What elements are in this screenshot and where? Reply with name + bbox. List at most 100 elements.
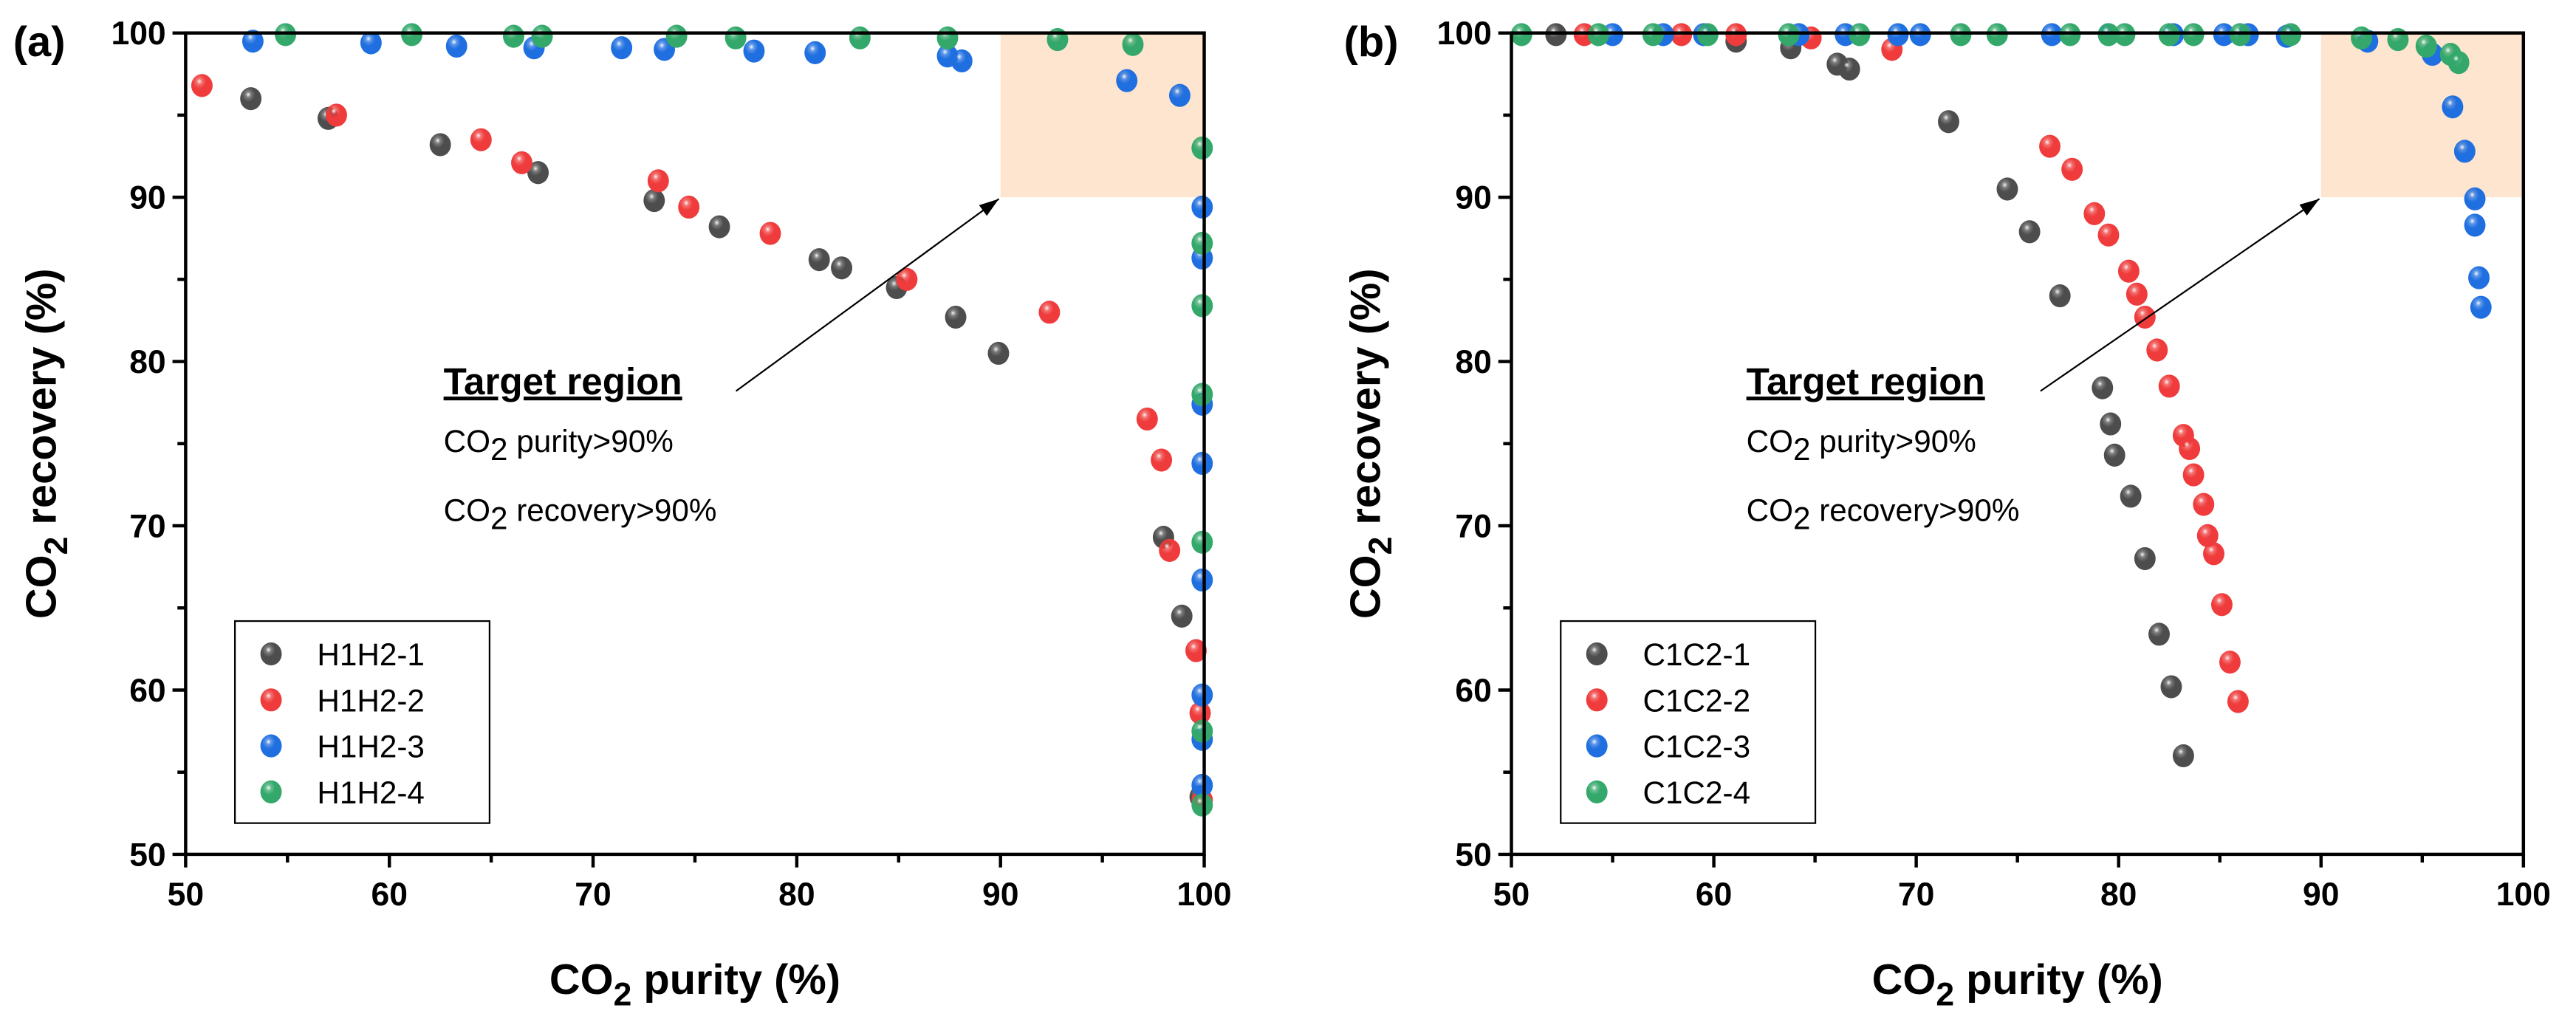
panel-label: (a): [13, 18, 66, 66]
annotation-line-1: CO2 purity>90%: [1747, 424, 1976, 467]
data-point: [2442, 95, 2464, 119]
data-point: [808, 248, 830, 272]
legend: C1C2-1 C1C2-2 C1C2-3 C1C2-4: [1560, 620, 1817, 824]
data-point: [2219, 651, 2241, 674]
data-point: [1191, 793, 1213, 817]
data-point: [831, 256, 853, 280]
data-point: [2193, 493, 2215, 516]
data-point: [2172, 744, 2194, 768]
x-tick-label: 90: [2303, 877, 2339, 913]
text: recovery>90%: [507, 493, 716, 527]
data-point: [2125, 282, 2148, 306]
data-point: [2120, 484, 2142, 508]
legend-label: C1C2-2: [1642, 683, 1750, 718]
data-point: [2049, 284, 2071, 308]
legend-label: C1C2-1: [1642, 637, 1750, 672]
x-tick-label: 80: [2100, 877, 2137, 913]
subscript: 2: [490, 432, 508, 467]
data-point: [1996, 177, 2018, 201]
data-point: [2092, 376, 2114, 399]
x-axis-title-text: CO: [1872, 956, 1936, 1004]
legend-label: C1C2-3: [1642, 730, 1750, 764]
x-tick-label: 50: [1493, 877, 1530, 913]
data-point: [678, 195, 700, 219]
annotation-line-2: CO2 recovery>90%: [444, 493, 717, 535]
data-point: [2211, 593, 2233, 617]
y-tick-label: 70: [129, 509, 165, 545]
text: purity>90%: [1811, 424, 1976, 459]
data-point: [804, 41, 826, 64]
annotation-arrow: [735, 198, 1000, 392]
data-point: [2018, 220, 2041, 244]
annotation-title: Target region: [444, 360, 682, 402]
arrow-head-icon: [2299, 199, 2320, 216]
data-point: [2468, 266, 2490, 289]
data-point: [1191, 683, 1213, 707]
data-point: [759, 222, 781, 245]
x-axis-title-text: purity (%): [1954, 956, 2163, 1004]
data-point: [2447, 51, 2470, 75]
text: recovery>90%: [1811, 493, 2020, 527]
y-tick-label: 60: [1455, 673, 1491, 709]
data-point: [1938, 110, 1959, 134]
data-point: [191, 74, 213, 97]
legend: H1H2-1 H1H2-2 H1H2-3 H1H2-4: [233, 620, 491, 824]
x-tick-label: 100: [2496, 877, 2551, 913]
annotation-line-1: CO2 purity>90%: [444, 424, 674, 467]
legend-label: H1H2-2: [317, 683, 425, 718]
data-point: [1838, 58, 1860, 81]
data-point: [665, 24, 688, 48]
data-point: [326, 103, 347, 127]
legend-label: H1H2-3: [317, 730, 425, 764]
data-point: [1168, 83, 1191, 107]
annotation-title: Target region: [1747, 360, 1985, 402]
data-point: [1159, 538, 1181, 562]
y-tick-label: 90: [129, 180, 165, 216]
y-tick-label: 50: [129, 837, 165, 873]
data-point: [2083, 202, 2106, 225]
data-point: [2103, 443, 2125, 467]
data-point: [647, 169, 669, 193]
data-point: [936, 26, 959, 49]
text: CO: [444, 424, 490, 459]
data-point: [2148, 623, 2170, 646]
data-point: [2117, 259, 2140, 283]
data-point: [1191, 451, 1213, 476]
legend-label: H1H2-1: [317, 637, 425, 672]
data-point: [2039, 134, 2061, 158]
subscript: 2: [490, 501, 508, 535]
data-point: [2146, 338, 2168, 362]
legend-label: C1C2-4: [1642, 775, 1750, 810]
x-axis-title-text: purity (%): [631, 956, 840, 1004]
y-axis-title: CO2 recovery (%): [1343, 268, 1400, 619]
x-axis-title-sub: 2: [1936, 977, 1954, 1013]
subscript: 2: [1793, 501, 1811, 535]
arrow-head-icon: [979, 199, 999, 216]
data-point: [2351, 26, 2373, 49]
y-axis-title-sub: 2: [38, 537, 75, 555]
data-point: [1191, 195, 1213, 219]
data-point: [1185, 639, 1207, 662]
x-axis-title: CO2 purity (%): [1872, 956, 2163, 1013]
data-point: [1191, 530, 1213, 554]
data-point: [470, 128, 492, 151]
data-point: [2100, 412, 2122, 436]
subscript: 2: [1793, 432, 1811, 467]
annotation-arrow: [2040, 198, 2320, 392]
data-point: [2470, 295, 2492, 319]
data-point: [531, 24, 553, 48]
y-axis-title-text: CO: [1343, 555, 1390, 619]
y-axis-title-text: CO: [18, 555, 66, 619]
data-point: [527, 161, 549, 185]
data-point: [1191, 383, 1213, 406]
legend-label: H1H2-4: [317, 775, 425, 810]
data-point: [1116, 69, 1138, 92]
text: purity>90%: [507, 424, 673, 459]
y-tick-label: 90: [1455, 180, 1491, 216]
data-point: [2061, 157, 2083, 181]
data-point: [724, 26, 747, 49]
data-point: [360, 31, 382, 55]
x-axis-title: CO2 purity (%): [549, 956, 840, 1013]
data-point: [240, 87, 262, 111]
